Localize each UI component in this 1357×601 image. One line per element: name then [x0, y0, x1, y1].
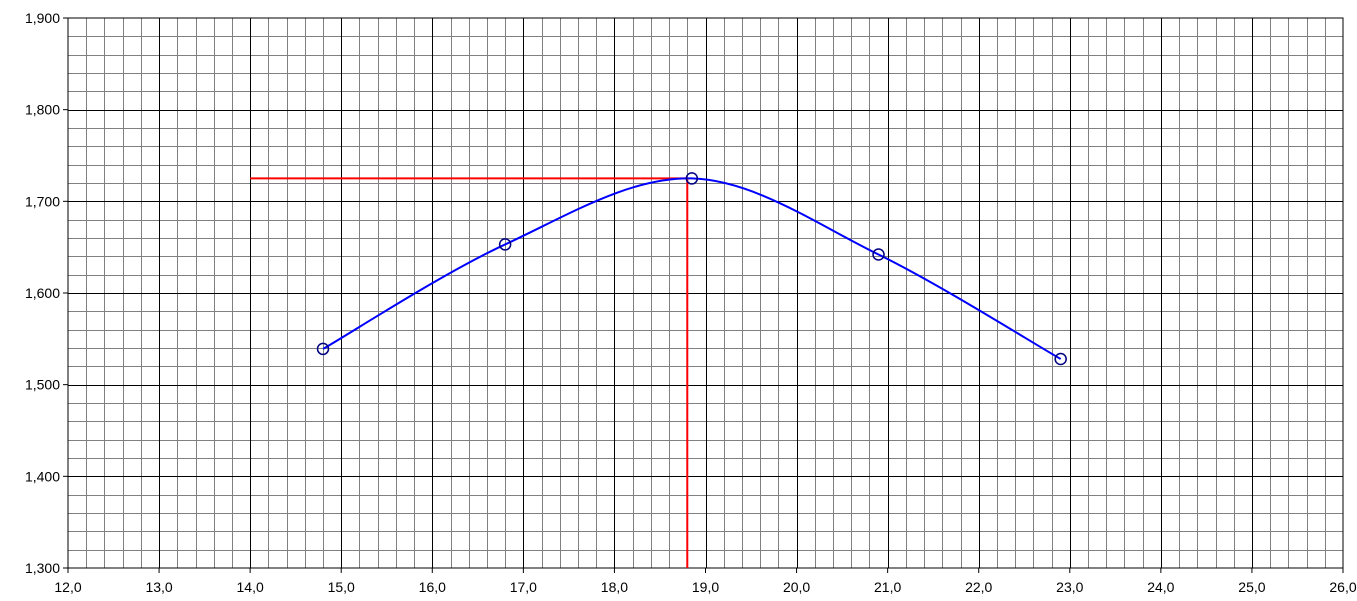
- x-tick-label: 13,0: [145, 579, 172, 595]
- x-tick-label: 15,0: [328, 579, 355, 595]
- x-tick-label: 17,0: [510, 579, 537, 595]
- y-tick-label: 1,400: [25, 468, 60, 484]
- reference-lines: [250, 177, 689, 568]
- x-tick-label: 12,0: [54, 579, 81, 595]
- x-tick-label: 25,0: [1238, 579, 1265, 595]
- data-point: [685, 172, 699, 185]
- x-tick-label: 21,0: [874, 579, 901, 595]
- data-point: [316, 342, 330, 356]
- x-tick-label: 26,0: [1329, 579, 1356, 595]
- series-curves: [322, 177, 1062, 360]
- series-markers: [316, 172, 1067, 366]
- y-tick-label: 1,900: [25, 10, 60, 26]
- y-tick-label: 1,300: [25, 560, 60, 576]
- x-tick-label: 20,0: [783, 579, 810, 595]
- series-line: [322, 177, 1062, 360]
- x-tick-label: 23,0: [1056, 579, 1083, 595]
- y-tick-label: 1,800: [25, 102, 60, 118]
- y-tick-label: 1,600: [25, 285, 60, 301]
- x-tick-label: 14,0: [237, 579, 264, 595]
- x-tick-label: 16,0: [419, 579, 446, 595]
- x-tick-label: 22,0: [965, 579, 992, 595]
- x-tick-label: 24,0: [1147, 579, 1174, 595]
- data-point: [872, 248, 885, 261]
- x-axis-tick-labels: 12,0 13,0 14,0 15,0 16,0 17,0 18,0 19,0 20,0 21,0…: [54, 568, 1357, 595]
- data-point: [498, 238, 512, 251]
- y-axis-tick-labels: 1,300 1,400 1,500 1,600 1,700 1,800 1,900: [25, 10, 68, 576]
- x-tick-label: 18,0: [601, 579, 628, 595]
- major-grid: [68, 18, 1343, 568]
- y-tick-label: 1,500: [25, 377, 60, 393]
- data-point: [1054, 352, 1067, 366]
- x-tick-label: 19,0: [692, 579, 719, 595]
- y-tick-label: 1,700: [25, 193, 60, 209]
